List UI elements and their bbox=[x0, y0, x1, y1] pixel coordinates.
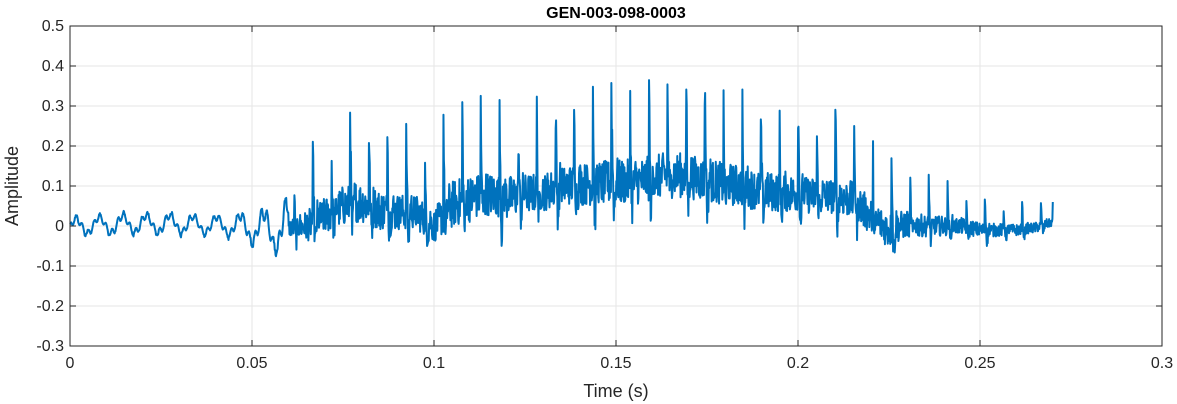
x-tick-label: 0.3 bbox=[1151, 355, 1173, 372]
x-tick-label: 0.2 bbox=[787, 355, 809, 372]
x-tick-label: 0.15 bbox=[600, 355, 631, 372]
chart-title: GEN-003-098-0003 bbox=[546, 5, 686, 22]
waveform-series bbox=[69, 79, 1054, 258]
y-tick-label: -0.1 bbox=[36, 258, 64, 275]
x-tick-label: 0 bbox=[66, 355, 75, 372]
y-tick-label: -0.3 bbox=[36, 338, 64, 355]
x-tick-label: 0.1 bbox=[423, 355, 445, 372]
x-axis: 0 0.05 0.1 0.15 0.2 0.25 0.3 bbox=[66, 26, 1173, 372]
y-tick-label: 0.3 bbox=[42, 98, 64, 115]
y-axis-label: Amplitude bbox=[2, 146, 22, 226]
y-tick-label: 0.2 bbox=[42, 138, 64, 155]
y-tick-label: -0.2 bbox=[36, 298, 64, 315]
x-tick-label: 0.25 bbox=[964, 355, 995, 372]
y-tick-label: 0.4 bbox=[42, 58, 64, 75]
waveform-line bbox=[69, 79, 1054, 258]
x-tick-label: 0.05 bbox=[236, 355, 267, 372]
y-tick-label: 0.1 bbox=[42, 178, 64, 195]
x-axis-label: Time (s) bbox=[583, 381, 648, 401]
y-tick-label: 0 bbox=[55, 218, 64, 235]
y-tick-label: 0.5 bbox=[42, 18, 64, 35]
y-axis: -0.3 -0.2 -0.1 0 0.1 0.2 0.3 0.4 0.5 bbox=[36, 18, 1162, 355]
